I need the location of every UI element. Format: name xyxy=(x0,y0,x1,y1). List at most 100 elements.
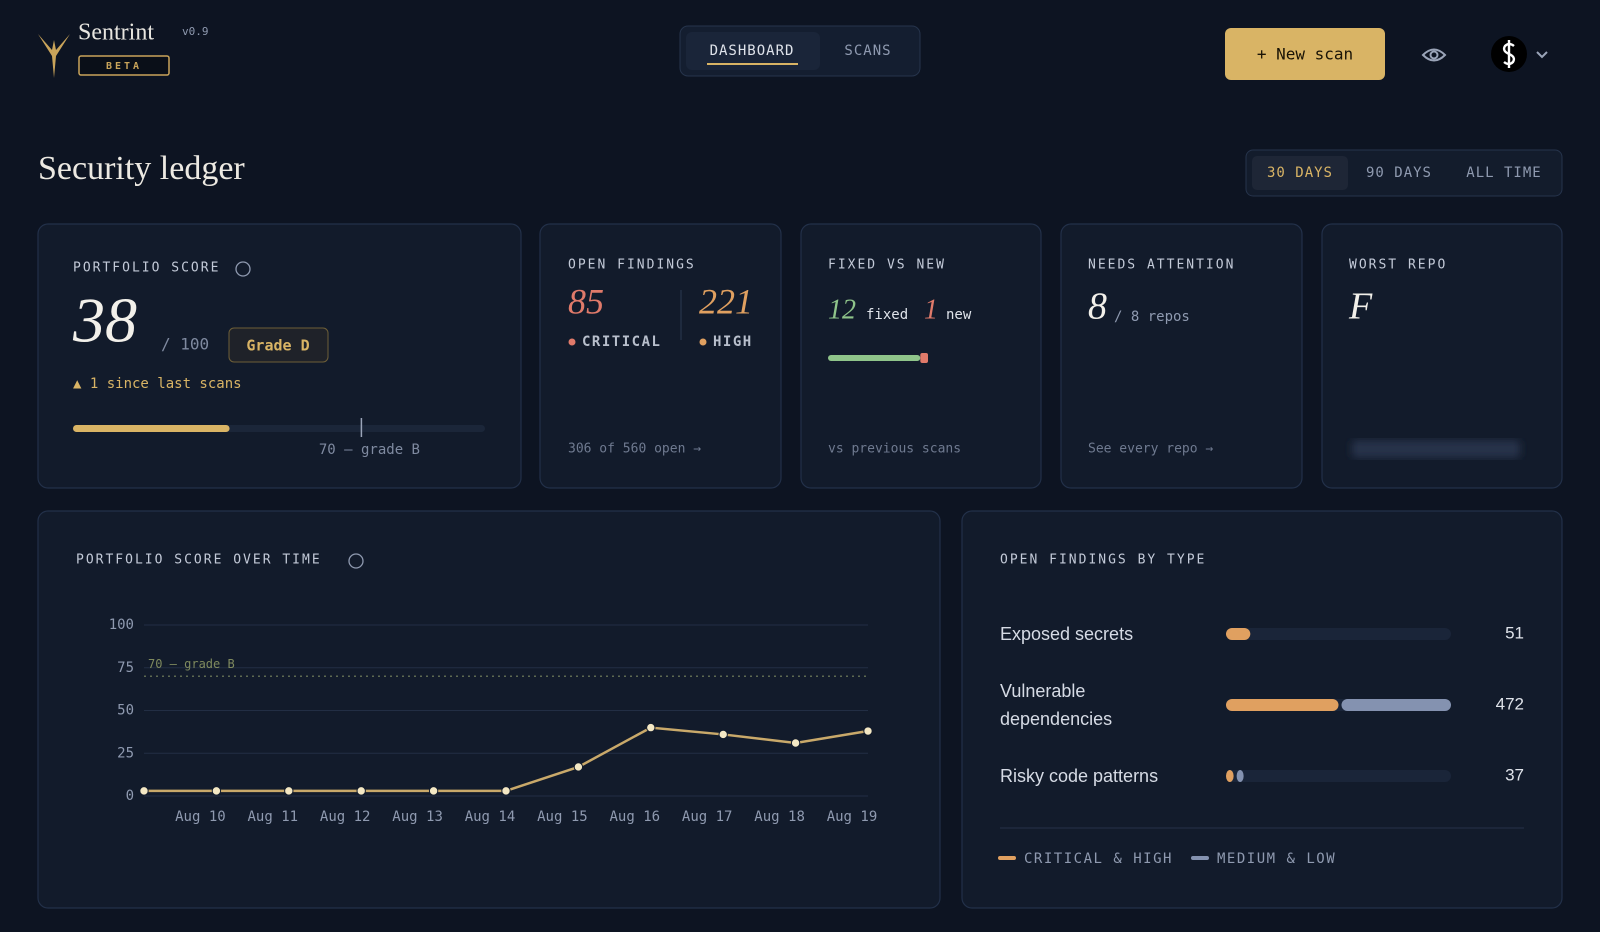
category-label: Risky code patterns xyxy=(1000,766,1159,786)
x-tick-label: Aug 15 xyxy=(537,809,588,825)
critical-count: 85 xyxy=(568,281,604,321)
high-dot xyxy=(699,338,707,346)
chart-title: PORTFOLIO SCORE OVER TIME xyxy=(76,553,322,568)
tab-dashboard[interactable]: DASHBOARD xyxy=(710,43,795,59)
range-active-bg xyxy=(1252,156,1348,190)
category-text: Vulnerable dependencies xyxy=(1000,681,1113,729)
panel-score-chart xyxy=(37,510,941,909)
tab-active-bg xyxy=(686,32,820,70)
score-point xyxy=(139,786,149,796)
score-max: / 100 xyxy=(161,335,209,354)
card-label: WORST REPO xyxy=(1349,258,1447,273)
new-scan-button[interactable] xyxy=(1225,28,1385,80)
x-tick-label: Aug 17 xyxy=(682,809,733,825)
logo[interactable] xyxy=(38,34,70,78)
x-tick-label: Aug 10 xyxy=(175,809,226,825)
card-footer[interactable]: 306 of 560 open → xyxy=(568,442,701,457)
chart-title: OPEN FINDINGS BY TYPE xyxy=(1000,553,1206,568)
score-point xyxy=(573,762,584,772)
new-scan-text: + New scan xyxy=(1257,45,1353,64)
beta-badge xyxy=(78,55,170,76)
card-attention xyxy=(1060,223,1303,489)
avatar-glyph xyxy=(1502,40,1516,68)
card-label: PORTFOLIO SCORE xyxy=(73,261,220,276)
score-point xyxy=(718,729,728,740)
avatar-menu[interactable] xyxy=(1491,36,1548,72)
logo-mark xyxy=(38,34,70,78)
y-tick-label: 0 xyxy=(126,788,134,804)
card-open xyxy=(539,223,782,489)
fixed-bar xyxy=(828,355,921,361)
new-count: 1 xyxy=(924,294,938,325)
x-tick-label: Aug 19 xyxy=(827,809,878,825)
card-label: OPEN FINDINGS xyxy=(568,258,696,273)
high-label: HIGH xyxy=(713,334,753,350)
y-tick-label: 100 xyxy=(109,617,134,633)
range-90[interactable]: 90 DAYS xyxy=(1366,165,1432,181)
y-tick-label: 25 xyxy=(117,745,134,761)
x-tick-label: Aug 14 xyxy=(465,809,516,825)
category-text: Exposed secrets xyxy=(1000,624,1134,644)
score-point xyxy=(428,786,439,796)
card-label: FIXED VS NEW xyxy=(828,258,946,273)
attention-count: 8 xyxy=(1088,286,1107,328)
tab-scans[interactable]: SCANS xyxy=(844,43,891,59)
y-tick-label: 50 xyxy=(117,703,134,719)
bar-segment xyxy=(1226,628,1251,640)
delta: ▲ 1 since last scans xyxy=(73,376,242,392)
x-tick-label: Aug 11 xyxy=(248,809,299,825)
legend-label: MEDIUM & LOW xyxy=(1217,851,1336,867)
legend-label: CRITICAL & HIGH xyxy=(1024,851,1173,867)
score-bar xyxy=(73,425,230,432)
x-tick-label: Aug 18 xyxy=(754,809,805,825)
y-tick-label: 75 xyxy=(117,660,134,676)
card-footer[interactable]: See every repo → xyxy=(1088,442,1213,457)
score-point xyxy=(863,726,873,736)
range-30[interactable]: 30 DAYS xyxy=(1267,165,1333,181)
x-tick-label: Aug 13 xyxy=(392,809,443,825)
version: v0.9 xyxy=(182,25,209,38)
score-point xyxy=(646,722,656,733)
range-all[interactable]: ALL TIME xyxy=(1466,165,1541,181)
brand: Sentrint xyxy=(78,20,154,46)
chevron xyxy=(1536,51,1548,59)
eye-icon xyxy=(1421,48,1447,62)
card-label: NEEDS ATTENTION xyxy=(1088,258,1235,273)
high-count: 221 xyxy=(699,281,753,321)
grade: Grade D xyxy=(246,337,309,355)
bar-track xyxy=(1226,770,1451,782)
target-label: 70 — grade B xyxy=(319,442,420,458)
card-worst xyxy=(1321,223,1563,489)
critical-label: CRITICAL xyxy=(582,334,661,350)
info-icon[interactable] xyxy=(235,261,251,277)
bar-segment xyxy=(1236,770,1244,782)
score-point xyxy=(284,786,294,796)
attention-of: / 8 repos xyxy=(1114,309,1190,325)
critical-dot xyxy=(568,338,576,346)
bar-segment xyxy=(1226,770,1234,782)
bar-track xyxy=(1226,628,1451,640)
score: 38 xyxy=(72,285,137,356)
beta-text: BETA xyxy=(106,61,142,72)
total-label: 37 xyxy=(1505,765,1524,784)
score-point xyxy=(790,738,801,748)
category-label: Vulnerable dependencies xyxy=(1000,681,1113,729)
bar-segment xyxy=(1226,699,1339,711)
info-icon[interactable] xyxy=(348,553,364,569)
new-label: new xyxy=(946,307,972,323)
category-text: Risky code patterns xyxy=(1000,766,1159,786)
card-footer: vs previous scans xyxy=(828,442,961,457)
total-label: 472 xyxy=(1496,694,1524,713)
bar-segment xyxy=(1341,699,1451,711)
x-tick-label: Aug 16 xyxy=(610,809,661,825)
new-bar xyxy=(920,353,928,363)
eye-pupil xyxy=(1429,50,1439,60)
visibility-toggle[interactable] xyxy=(1421,48,1447,62)
page-title: Security ledger xyxy=(38,150,245,187)
reference-label: 70 — grade B xyxy=(148,657,235,671)
total-label: 51 xyxy=(1505,623,1524,642)
category-label: Exposed secrets xyxy=(1000,624,1134,644)
x-tick-label: Aug 12 xyxy=(320,809,371,825)
